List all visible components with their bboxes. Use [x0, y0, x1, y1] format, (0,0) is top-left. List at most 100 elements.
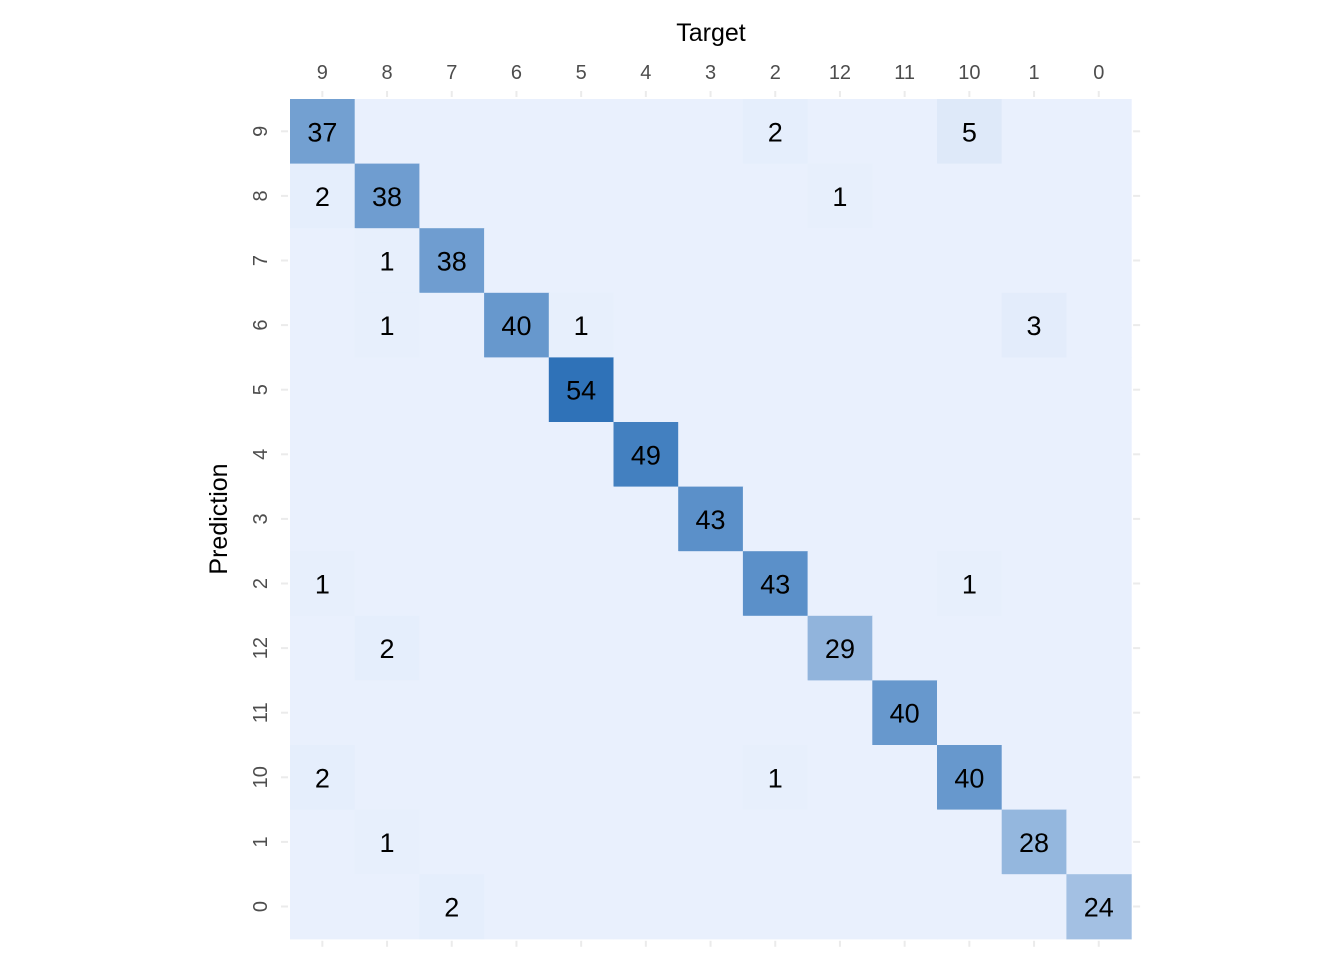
heatmap-cell — [1001, 422, 1067, 488]
heatmap-cell — [1066, 163, 1132, 229]
heatmap-cell — [742, 809, 809, 875]
heatmap-cell — [613, 228, 679, 294]
heatmap-cell — [613, 357, 679, 423]
heatmap-cell — [1001, 745, 1067, 811]
heatmap-cell — [484, 228, 550, 294]
heatmap-cell — [807, 163, 873, 229]
y-axis-title: Prediction — [205, 463, 233, 574]
heatmap-cell — [678, 809, 744, 875]
heatmap-cell — [354, 99, 420, 165]
heatmap-cell — [548, 228, 615, 294]
heatmap-cell — [484, 551, 550, 617]
heatmap-cell — [742, 357, 809, 423]
cell-value-label: 2 — [444, 893, 459, 923]
cell-value-label: 29 — [825, 634, 855, 664]
heatmap-cell — [1066, 874, 1132, 940]
x-tick-label: 7 — [446, 62, 457, 84]
heatmap-cell — [937, 615, 1003, 681]
cell-value-label: 38 — [372, 182, 402, 212]
heatmap-cell — [1066, 551, 1132, 617]
heatmap-cell — [937, 357, 1003, 423]
heatmap-cell — [354, 163, 420, 229]
heatmap-cell — [354, 422, 420, 488]
heatmap-cell — [290, 357, 356, 423]
cell-value-label: 2 — [380, 634, 395, 664]
heatmap-cell — [548, 99, 615, 165]
cell-value-label: 43 — [760, 570, 790, 600]
heatmap-cell — [678, 99, 744, 165]
heatmap-cell — [742, 551, 809, 617]
heatmap-cell — [548, 163, 615, 229]
heatmap-cell — [613, 745, 679, 811]
heatmap-cell — [613, 680, 679, 746]
heatmap-cell — [937, 874, 1003, 940]
heatmap-cell — [937, 163, 1003, 229]
heatmap-cell — [1066, 228, 1132, 294]
heatmap-cell — [484, 422, 550, 488]
heatmap-cell — [484, 292, 550, 358]
heatmap-cell — [678, 745, 744, 811]
heatmap-cell — [1001, 99, 1067, 165]
heatmap-cell — [484, 745, 550, 811]
heatmap-cell — [419, 228, 485, 294]
heatmap-cell — [872, 292, 938, 358]
heatmap-cell — [354, 680, 420, 746]
cell-value-label: 3 — [1027, 311, 1042, 341]
y-tick-label: 8 — [250, 190, 272, 201]
heatmap-cell — [484, 486, 550, 552]
y-tick-label: 12 — [250, 637, 272, 659]
x-tick-label: 12 — [829, 62, 851, 84]
cell-value-label: 40 — [890, 699, 920, 729]
heatmap-cell — [1066, 809, 1132, 875]
heatmap-cell — [872, 745, 938, 811]
heatmap-cell — [419, 99, 485, 165]
heatmap-cell — [678, 615, 744, 681]
heatmap-cell — [742, 99, 809, 165]
x-tick-label: 2 — [770, 62, 781, 84]
heatmap-cell — [807, 292, 873, 358]
heatmap-cell — [807, 486, 873, 552]
heatmap-cell — [613, 486, 679, 552]
cell-value-label: 1 — [832, 182, 847, 212]
heatmap-cell — [807, 809, 873, 875]
heatmap-cell — [354, 809, 420, 875]
heatmap-cell — [807, 745, 873, 811]
heatmap-cell — [1066, 486, 1132, 552]
heatmap-cell — [419, 874, 485, 940]
y-tick-label: 4 — [250, 449, 272, 460]
heatmap-cell — [678, 357, 744, 423]
heatmap-cell — [872, 486, 938, 552]
heatmap-cell — [484, 357, 550, 423]
x-axis-ticks: 9 8 7 6 5 4 3 2 12 11 10 1 0 — [317, 62, 1104, 947]
cell-value-label: 28 — [1019, 828, 1049, 858]
heatmap-cell — [872, 680, 938, 746]
heatmap-cell — [548, 551, 615, 617]
heatmap-cell — [742, 228, 809, 294]
heatmap-cell — [937, 228, 1003, 294]
heatmap-cell — [1001, 551, 1067, 617]
y-tick-label: 9 — [250, 126, 272, 137]
heatmap-cell — [678, 551, 744, 617]
heatmap-cell — [1066, 357, 1132, 423]
heatmap-cell — [354, 228, 420, 294]
heatmap-cell — [872, 422, 938, 488]
x-tick-label: 6 — [511, 62, 522, 84]
heatmap-cell — [807, 357, 873, 423]
heatmap-cell — [290, 615, 356, 681]
heatmap-cell — [419, 486, 485, 552]
heatmap-cell — [290, 422, 356, 488]
x-tick-label: 9 — [317, 62, 328, 84]
heatmap-cell — [548, 809, 615, 875]
heatmap-cell — [290, 551, 356, 617]
x-tick-label: 10 — [958, 62, 980, 84]
heatmap-cell — [354, 551, 420, 617]
cell-value-label: 1 — [768, 763, 783, 793]
heatmap-cell — [1001, 163, 1067, 229]
heatmap-cell — [548, 357, 615, 423]
heatmap-cell — [613, 99, 679, 165]
cell-value-label: 1 — [574, 311, 589, 341]
cell-value-label: 1 — [315, 570, 330, 600]
x-tick-label: 8 — [381, 62, 392, 84]
heatmap-cell — [419, 292, 485, 358]
